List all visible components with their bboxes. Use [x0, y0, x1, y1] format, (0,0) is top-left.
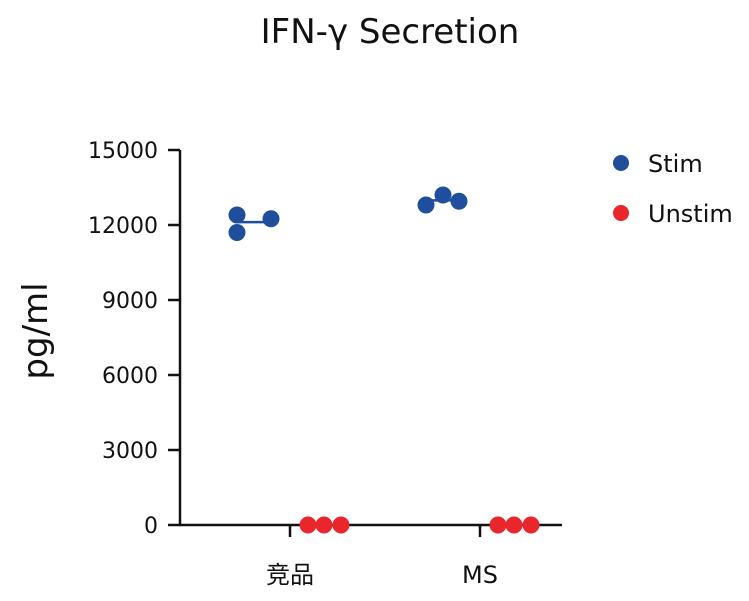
point-stim-1 [262, 210, 280, 228]
y-tick-label: 0 [144, 514, 158, 539]
y-axis-label: pg/ml [16, 282, 56, 379]
chart-title: IFN-γ Secretion [261, 12, 520, 52]
point-unstim-1 [315, 516, 333, 534]
point-stim-2 [450, 192, 468, 210]
y-tick-label: 6000 [102, 364, 158, 389]
y-tick-label: 12000 [88, 214, 158, 239]
x-tick-label: 竞品 [266, 561, 314, 589]
point-stim-2 [417, 196, 435, 214]
y-tick-label: 15000 [88, 139, 158, 164]
point-unstim-2 [489, 516, 507, 534]
x-tick-label: MS [462, 561, 498, 589]
legend-marker-unstim [613, 205, 629, 221]
legend: Stim Unstim [613, 150, 733, 228]
y-tick-label: 9000 [102, 289, 158, 314]
point-unstim-1 [299, 516, 317, 534]
point-unstim-2 [505, 516, 523, 534]
legend-label-unstim: Unstim [648, 200, 733, 228]
point-unstim-2 [522, 516, 540, 534]
y-tick-label: 3000 [102, 439, 158, 464]
point-stim-1 [228, 206, 246, 224]
point-stim-1 [228, 224, 246, 241]
legend-marker-stim [613, 155, 629, 171]
data-marks [228, 186, 540, 534]
axes: 0 3000 6000 9000 12000 15000 竞品 MS [88, 139, 562, 589]
point-stim-2 [434, 186, 452, 204]
legend-label-stim: Stim [648, 150, 703, 178]
point-unstim-1 [332, 516, 350, 534]
